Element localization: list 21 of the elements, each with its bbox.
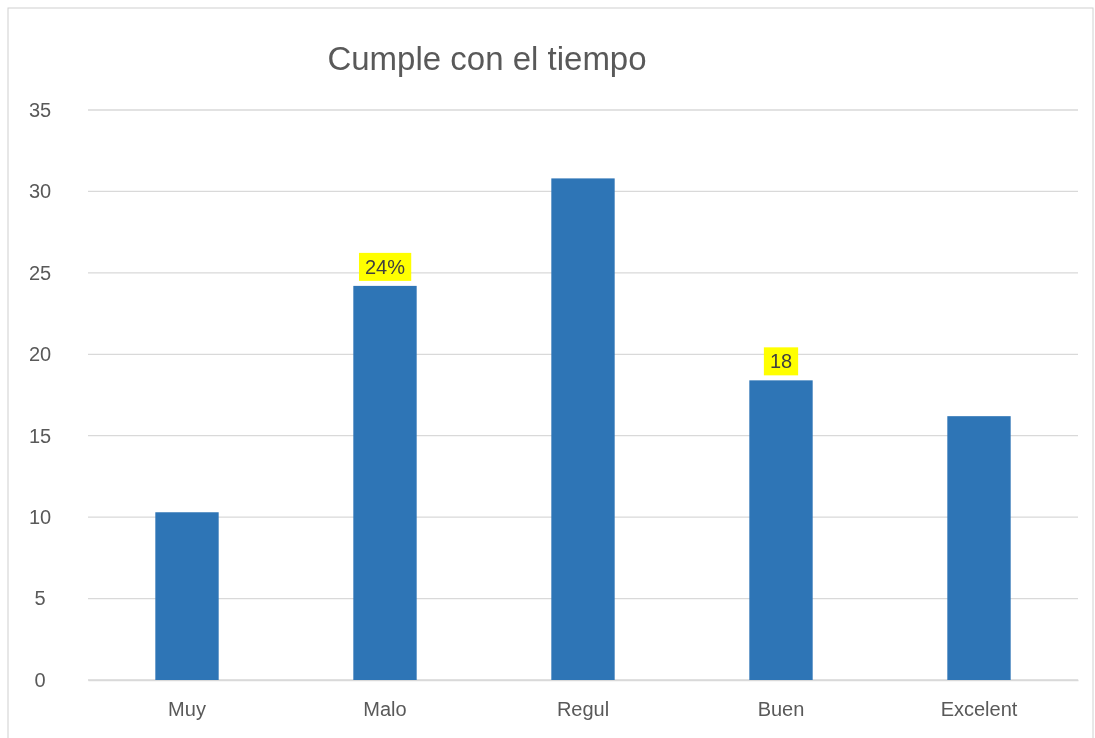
data-label: 24%: [364, 255, 406, 278]
x-tick-label: Malo: [363, 698, 407, 721]
data-label: 18: [769, 350, 793, 373]
y-tick-label: 10: [28, 506, 52, 529]
chart-title: Cumple con el tiempo: [327, 40, 647, 77]
y-tick-label: 20: [28, 343, 52, 366]
bar: [947, 416, 1011, 680]
y-tick-label: 5: [34, 587, 46, 610]
bar: [551, 178, 615, 680]
y-tick-label: 30: [28, 180, 52, 203]
y-tick-label: 35: [28, 98, 52, 121]
bar: [353, 285, 417, 680]
y-tick-label: 0: [34, 668, 46, 691]
x-tick-label: Excelent: [940, 698, 1018, 721]
y-tick-label: 25: [28, 261, 52, 284]
x-tick-label: Regul: [556, 698, 610, 721]
bar: [749, 380, 813, 680]
y-tick-label: 15: [28, 424, 52, 447]
x-tick-label: Buen: [757, 698, 805, 721]
x-tick-label: Muy: [168, 698, 206, 721]
bar: [155, 512, 219, 680]
